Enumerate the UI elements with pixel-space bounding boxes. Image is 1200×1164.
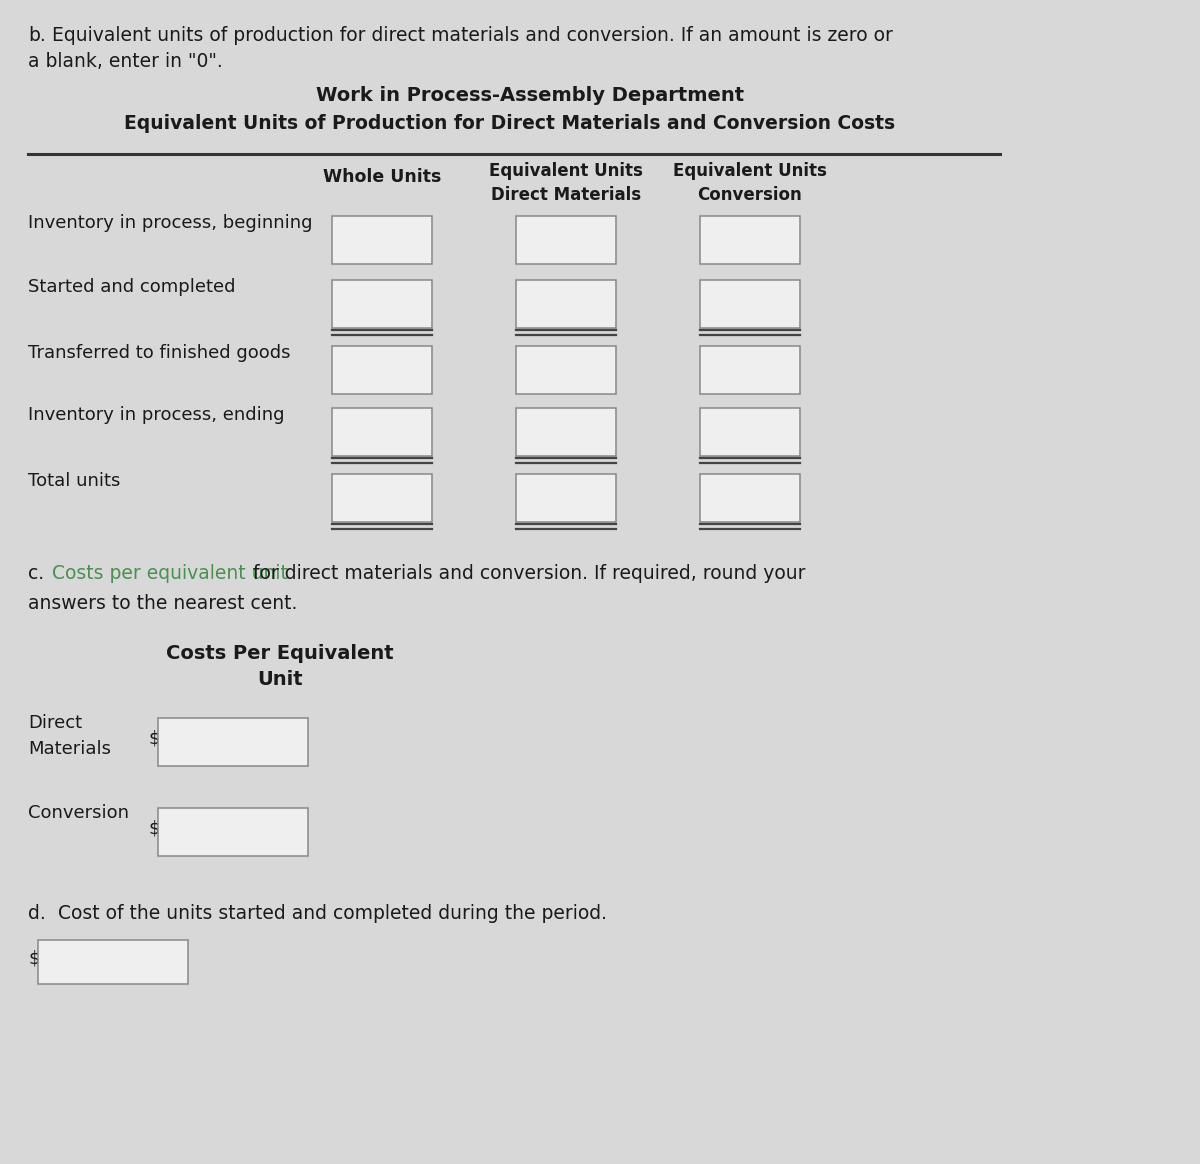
Text: Equivalent units of production for direct materials and conversion. If an amount: Equivalent units of production for direc… bbox=[52, 26, 893, 45]
Text: Unit: Unit bbox=[257, 670, 302, 689]
Text: d.: d. bbox=[28, 904, 46, 923]
Bar bbox=[332, 217, 432, 264]
Text: b.: b. bbox=[28, 26, 46, 45]
Text: Work in Process-Assembly Department: Work in Process-Assembly Department bbox=[316, 86, 744, 105]
Bar bbox=[38, 941, 188, 984]
Text: Direct Materials: Direct Materials bbox=[491, 186, 641, 204]
Text: Whole Units: Whole Units bbox=[323, 168, 442, 186]
Bar bbox=[700, 217, 800, 264]
Text: a blank, enter in "0".: a blank, enter in "0". bbox=[28, 52, 223, 71]
Bar bbox=[516, 346, 616, 393]
Text: answers to the nearest cent.: answers to the nearest cent. bbox=[28, 594, 298, 613]
Text: Inventory in process, beginning: Inventory in process, beginning bbox=[28, 214, 312, 232]
Bar bbox=[516, 474, 616, 521]
Text: for direct materials and conversion. If required, round your: for direct materials and conversion. If … bbox=[247, 565, 805, 583]
Bar bbox=[332, 346, 432, 393]
Bar bbox=[700, 409, 800, 456]
Text: Materials: Materials bbox=[28, 740, 112, 758]
Text: Equivalent Units of Production for Direct Materials and Conversion Costs: Equivalent Units of Production for Direc… bbox=[125, 114, 895, 133]
Bar bbox=[158, 718, 308, 766]
Bar bbox=[516, 217, 616, 264]
Text: Total units: Total units bbox=[28, 471, 120, 490]
Bar bbox=[332, 281, 432, 328]
Bar bbox=[700, 346, 800, 393]
Bar bbox=[332, 474, 432, 521]
Text: Costs per equivalent unit: Costs per equivalent unit bbox=[52, 565, 288, 583]
Text: $: $ bbox=[148, 730, 160, 748]
Text: Equivalent Units: Equivalent Units bbox=[490, 162, 643, 180]
Bar bbox=[700, 281, 800, 328]
Text: Equivalent Units: Equivalent Units bbox=[673, 162, 827, 180]
Text: Conversion: Conversion bbox=[28, 804, 130, 822]
Text: Direct: Direct bbox=[28, 714, 82, 732]
Text: $: $ bbox=[148, 819, 160, 838]
Bar bbox=[700, 474, 800, 521]
Bar bbox=[516, 281, 616, 328]
Text: $: $ bbox=[28, 950, 40, 968]
Bar bbox=[332, 409, 432, 456]
Text: Inventory in process, ending: Inventory in process, ending bbox=[28, 406, 284, 424]
Text: Conversion: Conversion bbox=[697, 186, 803, 204]
Text: Cost of the units started and completed during the period.: Cost of the units started and completed … bbox=[52, 904, 607, 923]
Text: Transferred to finished goods: Transferred to finished goods bbox=[28, 345, 290, 362]
Text: Costs Per Equivalent: Costs Per Equivalent bbox=[166, 644, 394, 663]
Text: Started and completed: Started and completed bbox=[28, 278, 235, 296]
Bar bbox=[516, 409, 616, 456]
Text: c.: c. bbox=[28, 565, 44, 583]
Bar bbox=[158, 808, 308, 856]
